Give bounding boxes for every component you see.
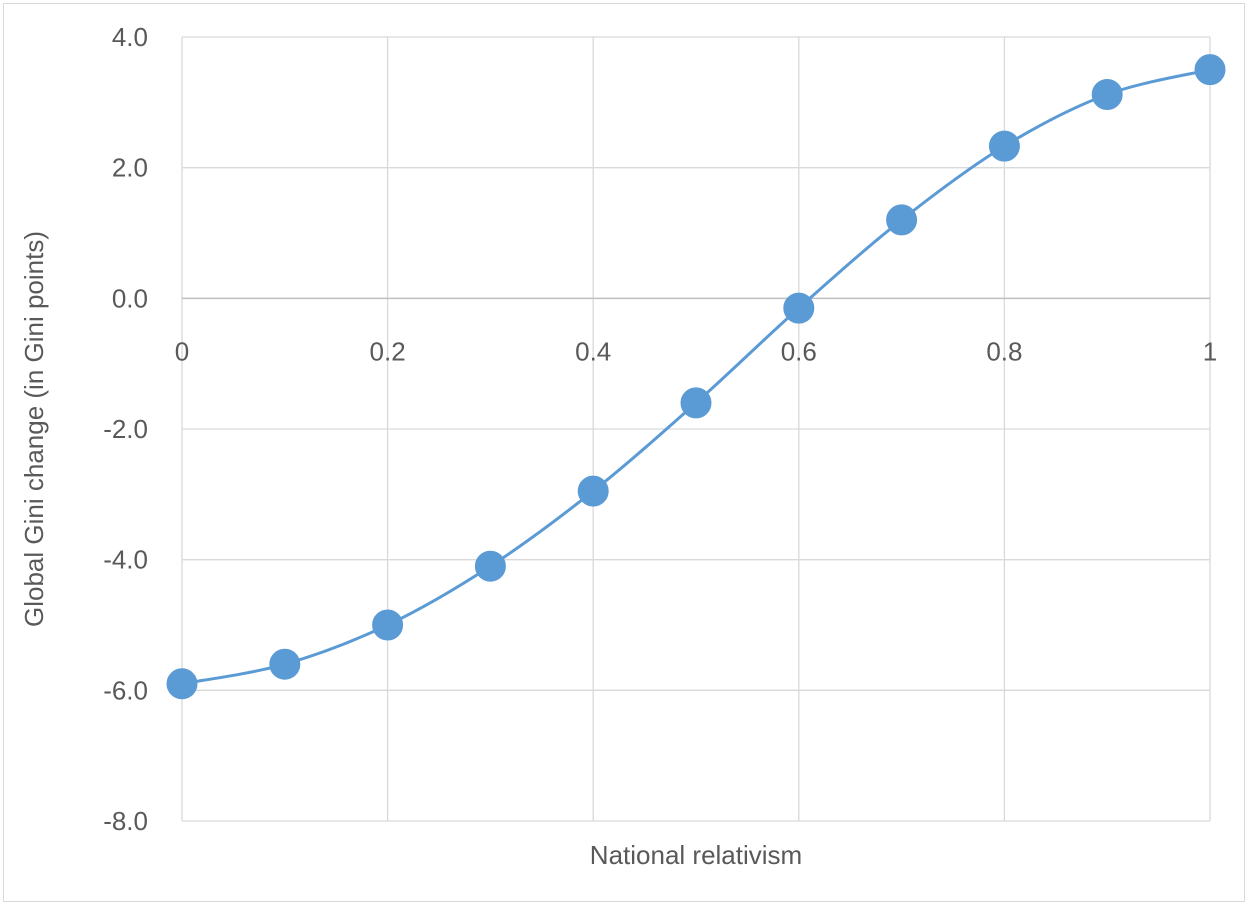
y-tick-label: -4.0 xyxy=(103,545,148,575)
series-line xyxy=(181,68,1211,686)
data-point xyxy=(886,204,918,236)
y-axis-title: Global Gini change (in Gini points) xyxy=(19,231,49,627)
x-tick-label: 1 xyxy=(1203,336,1217,366)
gridlines xyxy=(181,36,1211,822)
y-tick-label: -8.0 xyxy=(103,806,148,836)
data-point xyxy=(1194,54,1226,86)
series-group xyxy=(166,54,1226,700)
y-tick-label: -2.0 xyxy=(103,414,148,444)
data-point xyxy=(372,609,404,641)
data-point xyxy=(474,550,506,582)
data-point xyxy=(1091,78,1123,110)
y-tick-label: 0.0 xyxy=(112,283,148,313)
x-tick-label: 0 xyxy=(175,336,189,366)
y-tick-label: 2.0 xyxy=(112,153,148,183)
data-point xyxy=(269,648,301,680)
data-point xyxy=(783,292,815,324)
y-tick-label: 4.0 xyxy=(112,22,148,52)
y-tick-label: -6.0 xyxy=(103,675,148,705)
y-tick-labels: -8.0 -6.0 -4.0 -2.0 0.0 2.0 4.0 xyxy=(103,22,148,836)
chart-frame xyxy=(3,3,1245,902)
x-tick-labels: 0 0.2 0.4 0.6 0.8 1 xyxy=(175,336,1217,366)
x-tick-label: 0.8 xyxy=(986,336,1022,366)
data-point xyxy=(680,387,712,419)
data-point xyxy=(166,668,198,700)
data-point xyxy=(577,475,609,507)
data-point xyxy=(988,130,1020,162)
x-tick-label: 0.4 xyxy=(575,336,611,366)
x-tick-label: 0.6 xyxy=(781,336,817,366)
x-axis-title: National relativism xyxy=(590,840,802,870)
x-tick-label: 0.2 xyxy=(370,336,406,366)
